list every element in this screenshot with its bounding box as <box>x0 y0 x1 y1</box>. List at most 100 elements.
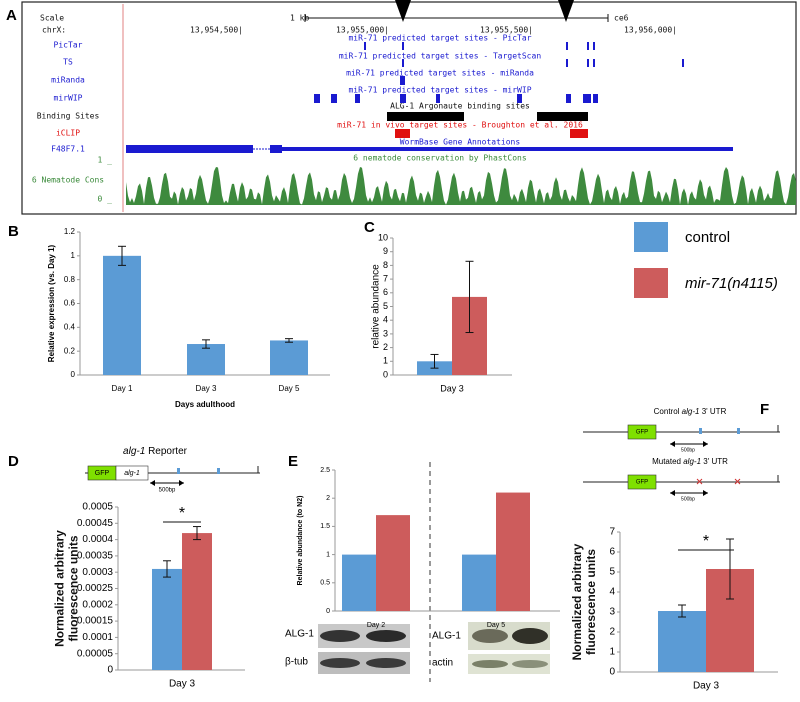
y-axis-label: Relative expression (vs. Day 1) <box>47 244 56 362</box>
arrowhead <box>670 441 675 447</box>
x-tick-label: Day 3 <box>196 384 217 393</box>
track-min: 0 _ <box>98 195 113 204</box>
scale-label: 500bp <box>681 447 695 453</box>
error-bar <box>193 526 201 541</box>
track-label: PicTar <box>54 41 83 50</box>
y-tick-label: 3 <box>383 328 388 338</box>
bar <box>658 611 706 672</box>
x-tick-label: Day 3 <box>693 681 720 692</box>
utr-diagrams: Control alg-1 3' UTR GFP 500bp Mutated a… <box>583 407 780 502</box>
y-tick-label: 0 <box>71 370 76 379</box>
site <box>217 468 220 474</box>
y-tick-label: 5 <box>383 301 388 311</box>
y-tick-label: 4 <box>383 315 388 325</box>
panel-label: C <box>364 219 375 236</box>
y-axis-label: Normalized arbitrary fluorescence units <box>570 543 598 661</box>
chrom-label: chrX: <box>42 26 66 35</box>
gene-label: alg-1 <box>124 470 140 477</box>
track-label: mirWIP <box>54 94 83 103</box>
pictar-sites <box>364 42 595 50</box>
track-title: WormBase Gene Annotations <box>400 138 521 147</box>
bar <box>187 344 225 375</box>
mirwip-sites <box>314 94 598 103</box>
gfp-label: GFP <box>95 470 110 477</box>
y-tick-label: 0 <box>326 608 330 615</box>
track-title: miR-71 predicted target sites - miRanda <box>346 69 534 78</box>
y-axis-label-text: Normalized arbitrary fluorescence units <box>52 530 80 647</box>
blot-label: ALG-1 <box>432 631 461 642</box>
y-tick-label: 0.0001 <box>82 632 113 643</box>
y-axis-label: relative abundance <box>371 264 382 349</box>
track-label: Binding Sites <box>37 112 100 121</box>
x-tick-label: Day 1 <box>112 384 133 393</box>
y-tick-label: 0.00025 <box>77 583 114 594</box>
y-tick-label: 2 <box>609 627 615 638</box>
panel-label: A <box>6 7 17 24</box>
gfp-label: GFP <box>636 430 648 436</box>
diagram-title: alg-1 Reporter <box>123 446 188 457</box>
y-tick-label: 0.00005 <box>77 648 114 659</box>
x-tick-label: Day 3 <box>169 679 196 690</box>
y-tick-label: 0.0004 <box>82 534 113 545</box>
blot <box>318 652 410 674</box>
y-tick-label: 1.5 <box>320 523 330 530</box>
error-bar <box>118 245 126 266</box>
ts-sites <box>402 59 684 67</box>
arrowhead <box>670 490 675 496</box>
track-title: miR-71 predicted target sites - PicTar <box>348 34 531 43</box>
site <box>177 468 180 474</box>
blot-label: ALG-1 <box>285 629 314 640</box>
conservation-area <box>126 167 796 205</box>
miranda-sites <box>400 76 405 85</box>
blot <box>468 654 550 674</box>
scale-label: 500bp <box>681 496 695 502</box>
x-axis-label: Days adulthood <box>175 400 235 409</box>
track-title: 6 nematode conservation by PhastCons <box>353 154 527 163</box>
position-tick: 13,954,500| <box>190 26 243 35</box>
title-text: Reporter <box>148 446 188 457</box>
y-tick-label: 9 <box>383 246 388 256</box>
y-tick-label: 0.00045 <box>77 518 114 529</box>
scale-label: Scale <box>40 14 64 23</box>
gene-name: alg-1 <box>682 407 700 416</box>
gene-name: alg-1 <box>683 457 701 466</box>
y-axis-label-text: Normalized arbitrary fluorescence units <box>570 543 598 661</box>
position-tick: 13,955,000| <box>336 26 389 35</box>
y-tick-label: 2 <box>326 495 330 502</box>
track-label: TS <box>63 58 73 67</box>
legend-label: control <box>685 229 730 246</box>
position-tick: 13,955,500| <box>480 26 533 35</box>
bar <box>496 492 530 611</box>
genome-browser: Scale 1 kb ce6 chrX: 13,954,500| 13,955,… <box>21 0 797 215</box>
y-tick-label: 5 <box>609 567 615 578</box>
legend-swatch <box>634 222 668 252</box>
title-text: Mutated <box>652 457 681 466</box>
y-tick-label: 3 <box>609 607 615 618</box>
bar <box>462 554 496 611</box>
y-tick-label: 1 <box>383 356 388 366</box>
track-title: ALG-1 Argonaute binding sites <box>390 102 530 111</box>
bar <box>270 340 308 375</box>
y-tick-label: 0.2 <box>64 346 76 355</box>
browser-frame <box>21 1 797 215</box>
track-title: miR-71 predicted target sites - mirWIP <box>348 86 531 95</box>
arrowhead <box>179 480 184 486</box>
y-tick-label: 6 <box>383 287 388 297</box>
band <box>472 660 508 668</box>
reporter-diagram: alg-1 Reporter GFP alg-1 500bp <box>85 446 260 494</box>
error-bar <box>726 538 734 600</box>
band <box>512 660 548 668</box>
assembly: ce6 <box>614 14 629 23</box>
y-tick-label: 0.00035 <box>77 551 114 562</box>
bar <box>152 568 182 670</box>
y-tick-label: 0 <box>383 369 388 379</box>
western-blots: ALG-1 β-tub ALG-1 actin <box>285 622 550 674</box>
band <box>512 628 548 644</box>
band <box>472 629 508 643</box>
bar <box>103 255 141 375</box>
gfp-box <box>627 474 657 490</box>
y-tick-label: 2 <box>383 342 388 352</box>
band <box>320 658 360 668</box>
x-tick-label: Day 3 <box>440 383 464 393</box>
bar <box>182 533 212 670</box>
